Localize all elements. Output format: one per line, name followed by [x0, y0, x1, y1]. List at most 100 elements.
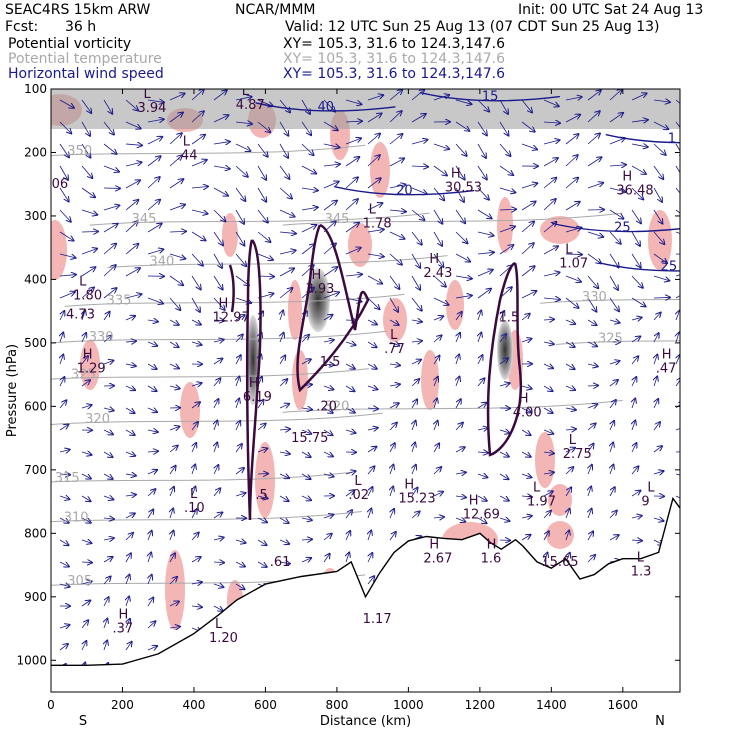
wind-vector: [587, 111, 600, 123]
wind-vector: [345, 274, 362, 276]
extremum-value-27: 1.97: [527, 495, 556, 510]
wind-vector: [367, 113, 382, 123]
wind-vector: [609, 209, 623, 219]
wind-vector: [653, 121, 668, 129]
theta-contour-5: [51, 412, 384, 426]
wind-vector: [499, 165, 513, 175]
pv-dark-core-0: [246, 315, 260, 405]
wind-vector: [565, 254, 582, 255]
wind-vector: [235, 540, 246, 543]
wind-vector: [213, 605, 223, 611]
wind-vector: [170, 509, 173, 519]
wind-vector: [257, 165, 266, 180]
wind-vector: [433, 443, 439, 453]
wind-vector: [345, 490, 354, 497]
wind-vector: [60, 355, 63, 365]
wind-vector: [587, 275, 598, 288]
init-time: Init: 00 UTC Sat 24 Aug 13: [518, 2, 704, 18]
wind-vector: [59, 275, 76, 276]
wind-vector: [477, 378, 484, 387]
wind-vector: [565, 115, 580, 123]
pv-shading-6: [222, 213, 238, 257]
wind-vector: [587, 444, 594, 453]
terrain-line: [51, 496, 680, 666]
extremum-kind-3: L: [79, 274, 87, 289]
wind-vector: [653, 187, 662, 202]
wind-vector: [125, 452, 135, 456]
wind-vector: [301, 335, 309, 343]
extremum-kind-5: H: [83, 347, 93, 362]
wind-vector: [433, 231, 442, 246]
wind-vector: [125, 553, 131, 563]
wind-vector: [191, 342, 202, 345]
wind-vector: [433, 209, 442, 224]
wind-vector: [543, 472, 554, 474]
wind-vector: [456, 333, 460, 343]
wind-vector: [654, 355, 657, 365]
wind-vector: [257, 231, 270, 242]
wind-vector: [125, 495, 136, 496]
wind-vector: [323, 164, 340, 166]
wind-vector: [609, 535, 619, 541]
wind-vector: [59, 562, 69, 567]
extremum-kind-6: H: [219, 297, 229, 312]
wind-vector: [411, 187, 427, 194]
wind-vector: [455, 121, 469, 131]
wind-vector: [456, 355, 459, 365]
wind-vector: [279, 562, 290, 564]
endpoint-left-label: S: [79, 714, 87, 729]
wind-vector: [411, 140, 427, 145]
wind-vector: [81, 249, 97, 255]
wind-vector: [609, 89, 622, 101]
wind-vector: [125, 99, 138, 110]
wind-vector: [81, 540, 91, 543]
wind-vector: [676, 311, 680, 321]
wind-vector: [279, 379, 287, 387]
wind-vector: [81, 356, 88, 365]
wind-vector: [521, 535, 531, 541]
wind-vector: [412, 443, 415, 453]
wind-vector: [367, 341, 377, 347]
wind-vector: [543, 122, 560, 123]
wind-vector: [609, 165, 626, 166]
wind-vector: [191, 297, 200, 312]
wind-vector: [631, 165, 646, 174]
wind-vector: [345, 121, 362, 122]
wind-vector: [235, 231, 244, 246]
wind-vector: [367, 408, 378, 409]
wind-vector: [82, 641, 86, 651]
wind-vector: [412, 421, 416, 431]
wind-vector: [676, 333, 679, 343]
wind-vector: [543, 452, 554, 453]
theta-label-2: 335: [107, 293, 132, 308]
wind-vector: [411, 360, 421, 364]
wind-vector: [653, 253, 667, 263]
wind-vector: [631, 491, 640, 497]
wind-vector: [390, 509, 394, 519]
extremum-kind-28: L: [647, 481, 655, 496]
wind-vector: [323, 292, 339, 299]
wind-vector: [147, 385, 157, 391]
wind-vector: [169, 466, 176, 475]
wind-vector: [345, 407, 355, 413]
wind-vector: [455, 209, 465, 223]
wind-vector: [147, 342, 157, 346]
wind-vector: [543, 199, 556, 211]
wind-vector: [433, 335, 442, 343]
wind-vector: [147, 363, 157, 369]
field-theta-xy: XY= 105.3, 31.6 to 124.3,147.6: [283, 51, 506, 67]
extremum-value-36: 1.20: [209, 631, 238, 646]
theta-label-1: 340: [149, 255, 174, 270]
extremum-value-9: 1.78: [363, 217, 392, 232]
wind-vector: [323, 534, 332, 541]
wind-vector: [455, 518, 465, 522]
theta-contour-11: [555, 340, 680, 345]
wspd-contour-5: [419, 91, 560, 102]
wind-vector: [521, 202, 536, 211]
wind-vector: [301, 539, 312, 540]
wind-vector: [81, 517, 91, 523]
wind-vector: [103, 577, 111, 585]
wind-vector: [191, 209, 208, 214]
wind-vector: [125, 144, 142, 145]
wind-vector: [301, 496, 311, 500]
